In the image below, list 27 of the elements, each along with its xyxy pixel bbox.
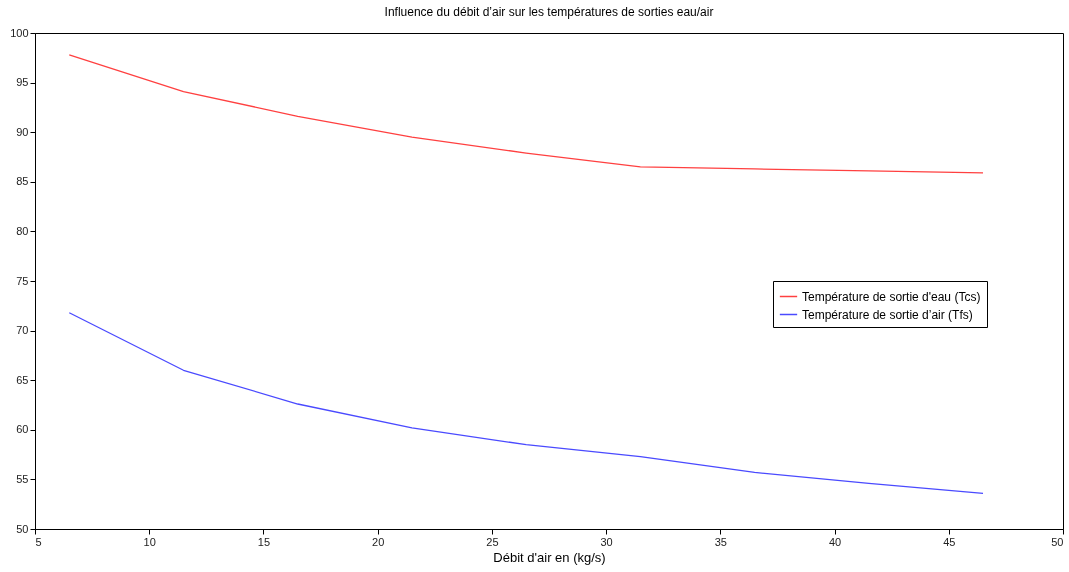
y-tick-label: 95 [16,76,29,89]
x-tick-label: 45 [943,535,956,548]
y-tick-label: 65 [16,373,29,386]
x-tick-label: 15 [257,535,271,548]
x-axis-title: Débit d'air en (kg/s) [493,549,606,565]
x-tick-label: 10 [143,535,156,548]
y-tick-label: 80 [16,224,29,237]
line-series [68,54,984,174]
y-tick-label: 50 [16,522,29,535]
line-series [68,312,984,494]
x-tick-label: 25 [486,535,499,548]
y-tick-label: 75 [16,274,29,287]
x-tick-label: 5 [35,535,42,548]
y-tick-label: 60 [16,423,29,436]
x-tick-label: 20 [372,535,385,548]
y-tick-label: 85 [16,175,29,188]
x-tick-label: 40 [828,535,842,548]
y-tick-label: 55 [16,472,29,485]
x-tick-label: 35 [714,535,727,548]
y-tick-label: 100 [10,26,29,39]
y-tick-label: 70 [16,324,29,337]
x-tick-label: 50 [1051,535,1064,548]
chart-title: Influence du débit d’air sur les températures de sorties eau/air [384,5,714,19]
x-tick-label: 30 [600,535,613,548]
legend-label: Température de sortie d'eau (Tcs) [802,289,981,304]
legend-label: Température de sortie d’air (Tfs) [802,307,973,322]
y-tick-label: 90 [16,125,29,138]
